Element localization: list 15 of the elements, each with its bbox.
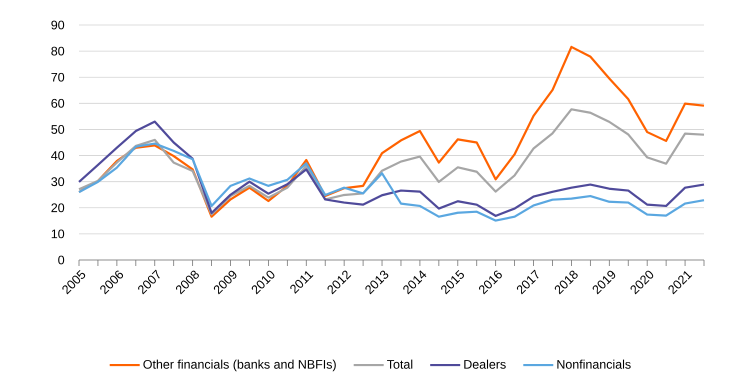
y-tick-label: 40: [51, 151, 64, 160]
y-tick-label: 90: [51, 20, 64, 30]
legend-label: Other financials (banks and NBFIs): [143, 360, 336, 372]
legend-label: Dealers: [464, 360, 506, 369]
y-tick-label: 20: [51, 203, 64, 212]
line-series: [78, 142, 706, 222]
y-tick-label: 30: [51, 177, 64, 186]
y-tick-label: 80: [51, 46, 64, 56]
y-tick-label: 50: [51, 125, 64, 134]
y-tick-label: 60: [51, 98, 64, 108]
legend-label: Nonfinancials: [557, 360, 631, 369]
y-tick-label: 0: [58, 256, 64, 264]
y-tick-label: 70: [51, 72, 64, 82]
legend-label: Total: [387, 360, 412, 369]
y-tick-label: 10: [52, 229, 64, 238]
